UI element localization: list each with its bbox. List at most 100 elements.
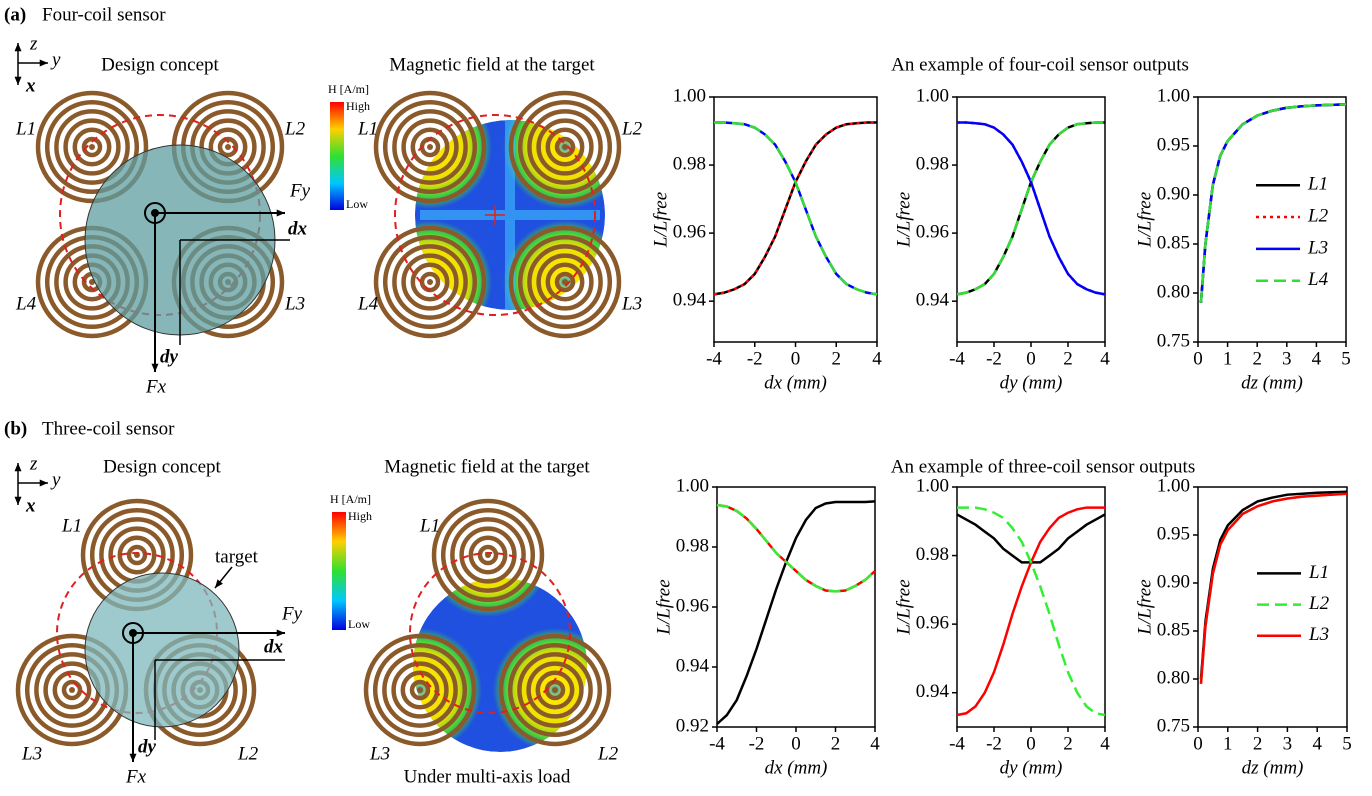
coil-turn [35, 90, 149, 204]
y-tick-label: 0.75 [1157, 330, 1190, 351]
series-line [716, 500, 876, 725]
outputs-title: An example of three-coil sensor outputs [891, 456, 1195, 477]
colorbar-low: Low [346, 197, 368, 211]
y-tick-label: 0.96 [676, 595, 709, 616]
y-axis-label: L/Lfree [1134, 579, 1155, 635]
y-tick-label: 0.94 [676, 655, 710, 676]
arrow-head [276, 629, 285, 637]
y-tick-label: 0.98 [916, 153, 949, 174]
colorbar-high: High [348, 509, 372, 523]
y-tick-label: 0.94 [916, 681, 950, 702]
coil-turn [431, 498, 545, 612]
y-tick-label: 0.95 [1157, 134, 1190, 155]
coil-label: L2 [621, 118, 643, 139]
x-tick-label: 4 [1312, 733, 1322, 754]
legend-label: L2 [1307, 205, 1329, 226]
colorbar-high: High [346, 99, 370, 113]
plot-frame [956, 486, 1106, 728]
y-tick-label: 0.90 [1157, 571, 1190, 592]
plot-frame [713, 96, 878, 343]
panel-title: Four-coil sensor [42, 4, 166, 25]
y-tick-label: 1.00 [916, 85, 949, 106]
y-axis-label: L/Lfree [893, 192, 914, 248]
y-tick-label: 0.85 [1157, 232, 1190, 253]
x-tick-label: 2 [1253, 733, 1263, 754]
coil-label: L2 [237, 743, 259, 764]
series-line [713, 121, 877, 296]
coil-label: L4 [15, 293, 37, 314]
coil-center [427, 144, 433, 150]
coil-turn [527, 244, 603, 320]
field-title: Magnetic field at the target [389, 54, 595, 75]
series-line [957, 121, 1106, 296]
coil-turn [44, 99, 140, 195]
series-line [1199, 103, 1347, 303]
coil-turn [468, 535, 508, 575]
coil-label: L1 [15, 118, 36, 139]
coil-turn [517, 99, 613, 195]
x-axis-label: dx (mm) [765, 757, 828, 778]
y-tick-label: 0.75 [1157, 715, 1190, 736]
y-tick-label: 0.98 [916, 544, 949, 565]
series-line [956, 121, 1105, 296]
coil-turn [536, 253, 594, 311]
red-dashed-circle [394, 114, 596, 316]
coil-turn [382, 234, 478, 330]
x-tick-label: 2 [832, 348, 842, 369]
coil-turn [372, 642, 468, 738]
coil-label: L1 [357, 118, 378, 139]
outputs-title: An example of four-coil sensor outputs [891, 54, 1189, 75]
colorbar [330, 102, 344, 210]
y-tick-label: 0.95 [1157, 523, 1190, 544]
panel-label: (a) [4, 4, 26, 25]
coil-turn [440, 507, 536, 603]
coil-turn [401, 253, 459, 311]
x-tick-label: -4 [706, 348, 722, 369]
x-tick-label: 0 [791, 733, 801, 754]
offset-dy: dy [138, 736, 157, 757]
coil-turn [535, 670, 575, 710]
target-label: target [215, 546, 259, 567]
series-line [714, 121, 878, 296]
coil-turn [373, 90, 487, 204]
coil-turn [72, 127, 112, 167]
coil-label: L1 [419, 515, 440, 536]
y-tick-label: 1.00 [1157, 475, 1190, 496]
series-line [956, 513, 1106, 564]
panel-label: (b) [4, 418, 27, 439]
x-axis-label: dz (mm) [1242, 757, 1304, 778]
x-axis-label: dx (mm) [764, 372, 827, 393]
y-tick-label: 0.92 [676, 715, 709, 736]
legend-label: L3 [1307, 237, 1328, 258]
coil-turn [392, 244, 468, 320]
target [84, 572, 240, 728]
coil-center [562, 144, 568, 150]
series-line [956, 121, 1105, 296]
coil-turn [391, 661, 449, 719]
arrow-head [14, 43, 22, 52]
x-tick-label: -4 [709, 733, 725, 754]
coil-turn [410, 127, 450, 167]
coil-label: L2 [284, 118, 306, 139]
x-tick-label: 1 [1223, 348, 1233, 369]
y-axis-label: L/Lfree [650, 192, 671, 248]
coil-turn [545, 262, 585, 302]
coil-turn [401, 118, 459, 176]
x-tick-label: 4 [1100, 733, 1110, 754]
arrow-head [129, 753, 137, 762]
coil-turn [363, 633, 477, 747]
force-fx: Fx [125, 766, 147, 787]
force-fy: Fy [281, 603, 303, 624]
axis-x: x [25, 75, 36, 96]
axis-y: y [50, 469, 61, 490]
x-tick-label: 3 [1283, 733, 1293, 754]
coil-turn [477, 544, 499, 566]
coil-center [69, 687, 75, 693]
x-tick-label: 0 [1193, 733, 1203, 754]
coil-turn [527, 109, 603, 185]
plot-frame [956, 96, 1106, 343]
arrow-head [14, 463, 22, 472]
red-dashed-circle [409, 552, 571, 714]
x-tick-label: 2 [1063, 733, 1073, 754]
y-tick-label: 0.94 [673, 290, 707, 311]
